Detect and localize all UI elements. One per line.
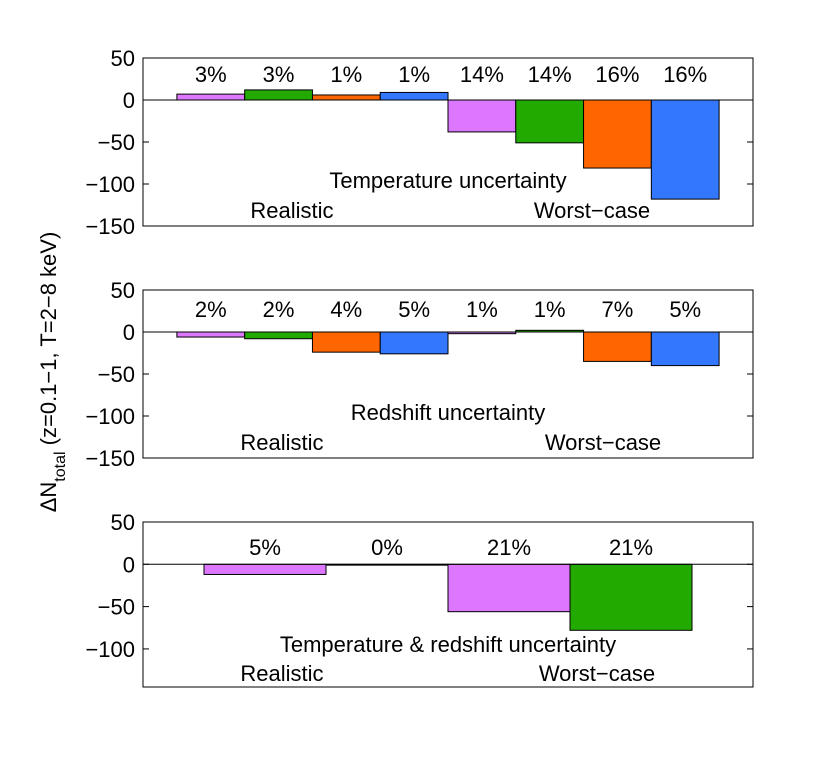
y-tick-label: −100 [85, 637, 135, 662]
panel-annotation: Temperature uncertainty [329, 168, 566, 193]
bar [447, 99, 517, 133]
panel-annotation: Temperature & redshift uncertainty [280, 632, 616, 657]
y-tick-label: 50 [111, 46, 135, 71]
bar [176, 93, 246, 101]
y-tick-label: −50 [98, 595, 135, 620]
bar [379, 91, 449, 101]
panel-2: 2% 2% 4% 5% 1% 1% 7% 5% 50 0 −50 −100 −150 Redshift u… [85, 278, 754, 471]
bar-percent-label: 2% [263, 297, 295, 322]
group-label-worst-case: Worst−case [534, 198, 650, 223]
y-axis-label-range: (z=0.1−1, T=2−8 keV) [36, 232, 61, 452]
bar-percent-label: 14% [528, 62, 572, 87]
bar-percent-label: 16% [663, 62, 707, 87]
bar-percent-label: 14% [460, 62, 504, 87]
y-axis-label: ΔNtotal (z=0.1−1, T=2−8 keV) [36, 232, 69, 513]
bar [244, 331, 313, 340]
bar-percent-label: 16% [595, 62, 639, 87]
bar-percent-label: 7% [602, 297, 634, 322]
y-tick-label: 0 [123, 320, 135, 345]
group-label-realistic: Realistic [250, 198, 333, 223]
bar [176, 331, 246, 338]
bar-percent-label: 1% [398, 62, 430, 87]
bar-percent-label: 4% [330, 297, 362, 322]
bar-percent-label: 0% [371, 535, 403, 560]
y-axis-label-subscript: total [52, 451, 69, 481]
bar [583, 99, 652, 169]
group-label-worst-case: Worst−case [539, 661, 655, 686]
bar [311, 331, 381, 353]
bar-percent-label: 21% [609, 535, 653, 560]
panel-annotation: Redshift uncertainty [351, 400, 545, 425]
y-tick-label: −50 [98, 362, 135, 387]
bar [583, 331, 652, 362]
bar [311, 94, 381, 101]
axes-box [142, 289, 754, 459]
bar [244, 89, 313, 101]
y-tick-label: 50 [111, 278, 135, 303]
y-tick-label: 0 [123, 88, 135, 113]
axes-box [142, 521, 754, 688]
bar [203, 563, 327, 575]
bar-percent-label: 5% [398, 297, 430, 322]
y-tick-label: −150 [85, 446, 135, 471]
bar-percent-label: 1% [466, 297, 498, 322]
panel-1: 3% 3% 1% 1% 14% 14% 16% 16% 50 0 −50 −100 −150 Temper… [85, 46, 754, 239]
bar [515, 99, 585, 144]
y-tick-label: −150 [85, 214, 135, 239]
bar [569, 563, 693, 631]
y-tick-label: 50 [111, 510, 135, 535]
bar-percent-label: 5% [669, 297, 701, 322]
bar-percent-label: 5% [249, 535, 281, 560]
bar-percent-label: 21% [487, 535, 531, 560]
bar-percent-label: 2% [195, 297, 227, 322]
y-tick-label: 0 [123, 552, 135, 577]
bar-percent-label: 3% [263, 62, 295, 87]
bar-percent-label: 3% [195, 62, 227, 87]
y-tick-label: −100 [85, 404, 135, 429]
bar [447, 563, 571, 613]
bar-percent-label: 1% [534, 297, 566, 322]
group-label-realistic: Realistic [240, 430, 323, 455]
bar-percent-label: 1% [330, 62, 362, 87]
bar [379, 331, 449, 355]
group-label-worst-case: Worst−case [545, 430, 661, 455]
group-label-realistic: Realistic [240, 661, 323, 686]
panel-3: 5% 0% 21% 21% 50 0 −50 −100 Temperature & redshi… [85, 510, 754, 688]
bar [650, 99, 720, 200]
y-axis-label-main: ΔN [36, 482, 61, 513]
y-tick-label: −50 [98, 130, 135, 155]
bar [650, 331, 720, 367]
y-tick-label: −100 [85, 172, 135, 197]
